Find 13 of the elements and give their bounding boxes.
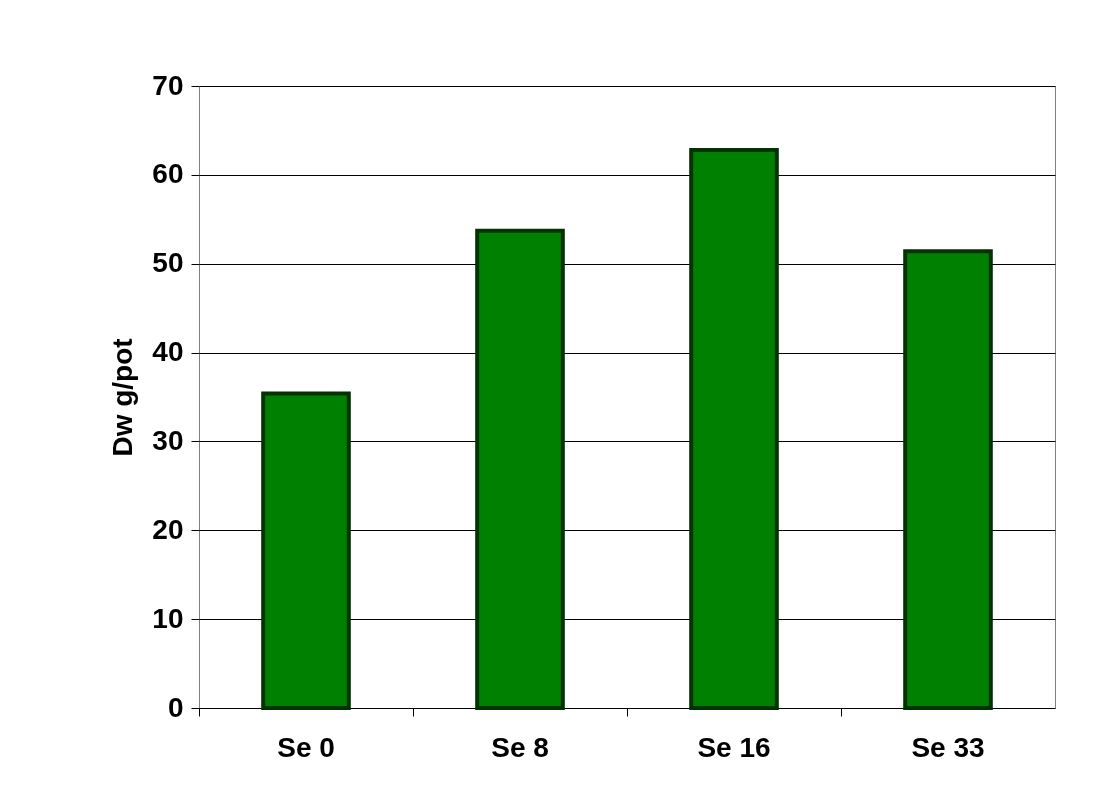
x-tick-label: Se 0 — [277, 731, 335, 763]
y-tick-label: 40 — [152, 336, 184, 368]
y-tick-label: 50 — [152, 247, 184, 279]
y-axis-title: Dw g/pot — [107, 338, 139, 457]
x-tick-label: Se 33 — [911, 731, 985, 763]
y-tick-label: 60 — [152, 158, 184, 190]
y-tick-label: 70 — [152, 69, 184, 101]
y-tick-label: 30 — [152, 424, 184, 456]
y-tick-label: 10 — [152, 602, 184, 634]
y-tick-label: 20 — [152, 513, 184, 545]
x-tick-label: Se 16 — [697, 731, 771, 763]
x-tick-label: Se 8 — [491, 731, 549, 763]
y-tick-label: 0 — [167, 691, 184, 723]
